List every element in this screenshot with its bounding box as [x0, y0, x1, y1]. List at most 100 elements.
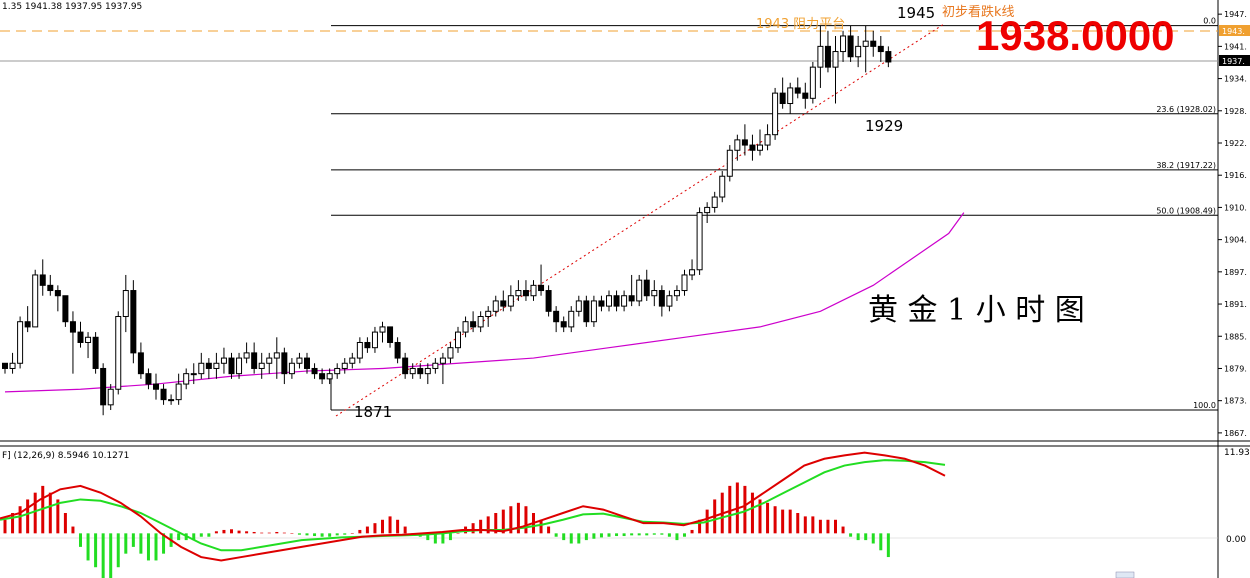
macd-histogram-bar	[509, 506, 513, 534]
candle-body	[794, 87, 801, 94]
macd-histogram-bar	[297, 533, 301, 535]
candle-body	[92, 336, 99, 369]
scroll-button[interactable]	[1115, 571, 1135, 578]
candle-body	[349, 357, 356, 364]
candle-body	[636, 279, 643, 302]
candle-body	[251, 352, 258, 369]
macd-histogram-bar	[479, 519, 483, 534]
chart-title: 黄 金 1 小 时 图	[868, 293, 1085, 328]
macd-histogram-bar	[116, 533, 120, 568]
macd-histogram-bar	[124, 533, 128, 554]
current-price-tag-text: 1937.	[1222, 57, 1245, 66]
macd-histogram-bar	[728, 485, 732, 534]
macd-histogram-bar	[562, 533, 566, 541]
candle-body	[273, 352, 280, 359]
price-tick-label: 1916.	[1224, 171, 1247, 180]
candle-body	[862, 40, 869, 47]
candle-body	[711, 196, 718, 208]
macd-histogram-bar	[63, 513, 67, 534]
macd-histogram-bar	[403, 526, 407, 534]
candle-body	[613, 295, 620, 307]
macd-histogram-bar	[448, 533, 452, 541]
candle-body	[228, 357, 235, 375]
candle-body	[583, 300, 590, 323]
candle-body	[417, 367, 424, 375]
macd-histogram-bar	[162, 533, 166, 554]
candle-body	[462, 321, 469, 333]
price-tick-label: 1867.	[1224, 429, 1247, 438]
candle-body	[115, 316, 122, 390]
candle-body	[77, 331, 84, 343]
macd-histogram-bar	[841, 526, 845, 534]
macd-histogram-bar	[871, 533, 875, 544]
candle-body	[643, 279, 650, 297]
candle-body	[515, 290, 522, 297]
candle-body	[54, 290, 61, 297]
candle-body	[326, 373, 333, 380]
macd-histogram-bar	[313, 533, 317, 537]
candle-body	[175, 383, 182, 401]
current-price-tag	[1219, 55, 1250, 66]
price-tick-label: 1885.	[1224, 332, 1247, 341]
macd-histogram-bar	[879, 533, 883, 551]
candle-body	[651, 290, 658, 297]
candle-body	[870, 40, 877, 47]
resistance-price-tag	[1219, 25, 1250, 36]
candle-body	[130, 290, 137, 354]
moving-average-line	[4, 212, 965, 393]
candle-body	[9, 362, 16, 369]
fib-level-label: 100.0	[1193, 401, 1216, 410]
macd-histogram-bar	[79, 533, 82, 547]
candle-body	[832, 51, 839, 68]
macd-histogram-bar	[615, 533, 619, 537]
price-tick-label: 1879.	[1224, 364, 1247, 373]
candle-body	[62, 295, 69, 323]
macd-main-line	[0, 451, 946, 562]
candle-body	[107, 388, 114, 406]
candle-body	[855, 45, 862, 58]
candle-body	[734, 139, 741, 151]
macd-histogram-bar	[230, 529, 233, 534]
candle-body	[319, 373, 326, 380]
candle-body	[281, 352, 288, 375]
macd-histogram-bar	[290, 533, 294, 534]
macd-histogram-bar	[501, 509, 505, 534]
macd-histogram-bar	[86, 533, 90, 561]
macd-histogram-bar	[698, 519, 702, 534]
candle-body	[877, 45, 884, 53]
candle-body	[553, 310, 560, 323]
macd-histogram-bar	[222, 529, 226, 534]
macd-histogram-bar	[267, 532, 271, 534]
candle-body	[32, 274, 39, 328]
macd-histogram-bar	[94, 533, 98, 568]
macd-histogram-bar	[199, 533, 203, 537]
ohlc-header: 1.35 1941.38 1937.95 1937.95	[2, 2, 142, 12]
macd-zero-tick: 0.00	[1226, 535, 1246, 545]
macd-histogram-bar	[146, 533, 150, 561]
candle-body	[681, 274, 688, 292]
candle-body	[485, 310, 492, 318]
macd-histogram-bar	[48, 492, 52, 534]
fib-level-label: 50.0 (1908.49)	[1156, 206, 1216, 215]
candle-body	[311, 367, 318, 375]
macd-histogram-bar	[743, 485, 747, 534]
macd-histogram-bar	[139, 533, 143, 554]
candle-body	[606, 295, 612, 307]
macd-histogram-bar	[652, 533, 656, 535]
trend-line	[335, 23, 945, 417]
macd-top-tick: 11.930	[1224, 448, 1250, 458]
candle-body	[266, 357, 273, 364]
candle-body	[538, 284, 545, 292]
macd-histogram-bar	[101, 533, 105, 578]
macd-histogram-bar	[592, 533, 596, 539]
macd-histogram-bar	[607, 533, 611, 537]
candle-body	[304, 357, 310, 369]
macd-histogram-bar	[11, 513, 15, 534]
candle-body	[726, 149, 733, 177]
candle-body	[628, 295, 635, 302]
candle-body	[455, 331, 461, 349]
candle-body	[409, 367, 416, 375]
candle-body	[402, 357, 409, 375]
macd-histogram-bar	[365, 526, 369, 534]
